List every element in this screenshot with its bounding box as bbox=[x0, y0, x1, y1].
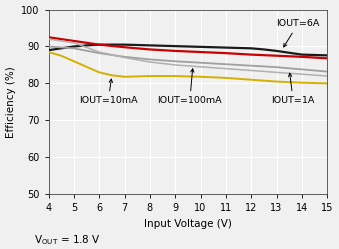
Text: IOUT=1A: IOUT=1A bbox=[272, 73, 315, 105]
Text: IOUT=100mA: IOUT=100mA bbox=[158, 69, 222, 105]
Text: V$_{\mathregular{OUT}}$ = 1.8 V: V$_{\mathregular{OUT}}$ = 1.8 V bbox=[34, 233, 101, 247]
X-axis label: Input Voltage (V): Input Voltage (V) bbox=[144, 219, 232, 229]
Text: IOUT=6A: IOUT=6A bbox=[277, 19, 320, 47]
Y-axis label: Efficiency (%): Efficiency (%) bbox=[5, 66, 16, 138]
Text: IOUT=10mA: IOUT=10mA bbox=[79, 79, 138, 105]
